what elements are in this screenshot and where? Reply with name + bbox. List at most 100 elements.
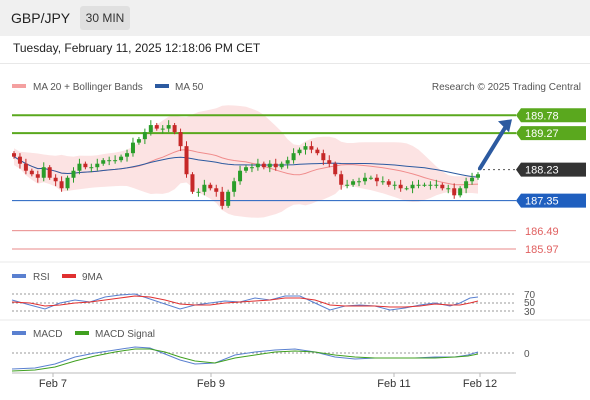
candle-body	[65, 177, 70, 189]
legend-ma20-label: MA 20 + Bollinger Bands	[33, 82, 143, 93]
candle-body	[178, 132, 183, 147]
candle-body	[232, 181, 237, 192]
candle-body	[130, 142, 135, 154]
candle-body	[101, 160, 106, 164]
candle-body	[89, 167, 94, 169]
candle-body	[392, 184, 397, 186]
candle-body	[452, 188, 457, 196]
candle-body	[172, 125, 177, 133]
legend-macd-label: MACD	[33, 329, 62, 340]
candle-body	[202, 184, 207, 192]
candle-body	[238, 170, 243, 182]
candle-body	[53, 177, 58, 182]
header-divider	[0, 63, 590, 64]
candle-body	[255, 163, 260, 168]
candle-body	[154, 125, 159, 129]
candle-body	[220, 191, 225, 206]
candle-body	[315, 149, 320, 154]
candle-body	[386, 181, 391, 185]
legend-ma20-swatch	[12, 84, 26, 88]
candle-body	[23, 163, 28, 171]
rsi-tick-70: 70	[524, 290, 536, 301]
candle-body	[208, 184, 213, 189]
x-tick-feb11: Feb 11	[377, 378, 410, 390]
forecast-arrow-shaft	[478, 124, 508, 171]
candle-body	[17, 156, 22, 164]
price-tag-189-27-bg	[516, 126, 586, 141]
candle-body	[125, 153, 130, 157]
candle-body	[410, 184, 415, 189]
candle-body	[244, 167, 248, 171]
candle-body	[160, 128, 165, 130]
candle-body	[184, 146, 189, 175]
legend-macd-signal-label: MACD Signal	[95, 329, 155, 340]
legend-ma50-label: MA 50	[175, 82, 204, 93]
candle-body	[142, 132, 147, 140]
candle-body	[357, 181, 362, 183]
candle-body	[333, 163, 338, 175]
x-tick-feb12: Feb 12	[463, 378, 497, 390]
candle-body	[327, 160, 332, 164]
candle-body	[29, 170, 34, 175]
candle-body	[166, 125, 171, 129]
price-tag-189-78-bg	[516, 108, 586, 123]
price-tag-187-35-text: 187.35	[525, 196, 559, 208]
candle-body	[59, 181, 64, 189]
candle-body	[41, 167, 46, 178]
legend-9ma-label: 9MA	[82, 272, 103, 283]
candle-body	[345, 184, 350, 186]
price-tag-186-49-text: 186.49	[525, 226, 559, 238]
candle-body	[446, 188, 451, 190]
candle-body	[476, 174, 480, 178]
legend-9ma-swatch	[62, 274, 76, 278]
legend-rsi-swatch	[12, 274, 26, 278]
candle-body	[351, 181, 356, 185]
candle-body	[214, 188, 219, 192]
legend-rsi-label: RSI	[33, 272, 50, 283]
chart-datetime: Tuesday, February 11, 2025 12:18:06 PM C…	[13, 41, 261, 55]
legend-ma50-swatch	[155, 84, 169, 88]
candle-body	[374, 177, 379, 182]
candle-body	[77, 163, 82, 171]
candle-body	[398, 184, 403, 189]
x-tick-feb7: Feb 7	[39, 378, 67, 390]
candle-body	[416, 184, 421, 186]
candle-body	[47, 167, 52, 178]
price-tag-187-35-bg	[516, 193, 586, 208]
candle-body	[291, 153, 296, 161]
candle-body	[440, 184, 445, 189]
candle-body	[309, 146, 314, 150]
timeframe-button[interactable]: 30 MIN	[80, 6, 130, 30]
x-tick-feb9: Feb 9	[197, 378, 225, 390]
rsi-tick-50: 50	[524, 298, 536, 309]
candle-body	[422, 184, 427, 186]
symbol-title: GBP/JPY	[11, 10, 71, 26]
price-tag-189-27-text: 189.27	[525, 128, 559, 140]
candle-body	[321, 153, 326, 161]
candle-body	[380, 181, 385, 183]
legend-macd-swatch	[12, 331, 26, 335]
candle-body	[285, 160, 290, 164]
rsi-9ma-line	[11, 295, 479, 308]
candle-body	[470, 177, 475, 182]
candle-body	[261, 163, 266, 168]
candle-body	[279, 163, 284, 168]
candle-body	[136, 139, 141, 143]
candle-body	[267, 163, 272, 168]
macd-signal-line	[11, 348, 479, 372]
price-tag-189-78-text: 189.78	[525, 110, 559, 122]
legend-macd-signal-swatch	[75, 331, 89, 335]
candle-body	[362, 177, 367, 182]
candle-body	[226, 191, 231, 206]
candle-body	[190, 174, 195, 192]
candle-body	[458, 188, 463, 196]
forecast-arrow-head	[498, 119, 512, 133]
candle-body	[249, 167, 254, 169]
candle-body	[368, 177, 373, 179]
price-tag-188-23-text: 188.23	[525, 165, 559, 177]
candle-body	[12, 153, 16, 157]
candle-body	[83, 163, 88, 168]
rsi-tick-30: 30	[524, 307, 536, 318]
candle-body	[464, 181, 469, 189]
